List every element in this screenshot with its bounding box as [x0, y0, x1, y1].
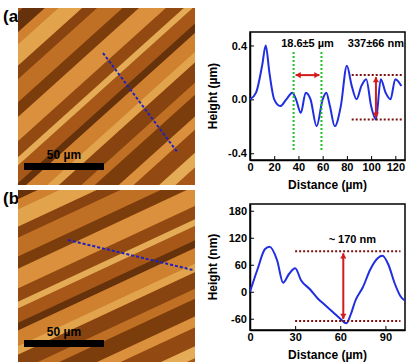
tick: 120 [387, 156, 405, 173]
scale-bar-label: 50 µm [47, 148, 81, 162]
tick: 60 [235, 259, 254, 271]
profile-line [250, 247, 405, 324]
guide-hline [352, 74, 403, 76]
x-axis-title: Distance (µm) [288, 178, 367, 192]
tick-label: 0 [247, 161, 253, 173]
tick-label: 80 [341, 161, 353, 173]
annotation: 337±66 nm [348, 37, 404, 49]
tick-label: 0 [241, 286, 247, 298]
tick-label: 0.4 [232, 39, 248, 51]
tick: 20 [269, 156, 281, 173]
y-axis-title: Height (nm) [206, 234, 220, 301]
plot-area [250, 45, 403, 150]
arrow [296, 72, 320, 78]
x-axis: 0 30 60 90 [247, 326, 405, 343]
tick: 60 [335, 326, 347, 343]
tick-label: 30 [290, 331, 302, 343]
tick-label: 120 [387, 161, 405, 173]
tick-label: 40 [293, 161, 305, 173]
tick-label: 20 [269, 161, 281, 173]
annotations [296, 72, 379, 118]
y-axis-title: Height (µm) [206, 63, 220, 129]
tick-label: -60 [231, 313, 247, 325]
x-axis: 0 20 40 60 80 100 120 [247, 156, 405, 173]
annotation: ~ 170 nm [329, 233, 377, 245]
tick-label: 180 [229, 205, 247, 217]
annotations [340, 253, 346, 319]
scale-bar-label: 50 µm [47, 325, 81, 339]
guide-vline [293, 52, 295, 150]
scale-bar [24, 163, 104, 170]
profile-line [250, 45, 401, 126]
afm-image [18, 190, 195, 362]
scale-bar [24, 340, 104, 347]
guide-hline [295, 320, 400, 322]
guide-vline [320, 52, 322, 150]
arrow [373, 77, 379, 117]
plot-frame [250, 204, 405, 330]
tick: 40 [293, 156, 305, 173]
tick-label: -0.4 [228, 147, 248, 159]
plot-area [250, 247, 405, 324]
tick: 30 [290, 326, 302, 343]
plot-frame [250, 32, 405, 160]
tick-label: 0.0 [232, 93, 247, 105]
tick: 80 [341, 156, 353, 173]
tick-label: 90 [380, 331, 392, 343]
tick-label: 60 [235, 259, 247, 271]
guide-hline [352, 119, 403, 121]
tick-label: 60 [317, 161, 329, 173]
tick-label: 0 [247, 331, 253, 343]
tick-label: 120 [229, 232, 247, 244]
annotation: 18.6±5 µm [281, 37, 334, 49]
guide-hline [295, 250, 400, 252]
tick: 90 [380, 326, 392, 343]
tick: 60 [317, 156, 329, 173]
tick-label: 100 [362, 161, 380, 173]
tick-label: 60 [335, 331, 347, 343]
x-axis-title: Distance (µm) [288, 348, 367, 362]
figure: (a)50 µm020406080100120-0.40.00.4Distanc… [0, 0, 410, 363]
arrow [340, 253, 346, 319]
afm-image [18, 8, 195, 185]
tick: 100 [362, 156, 380, 173]
